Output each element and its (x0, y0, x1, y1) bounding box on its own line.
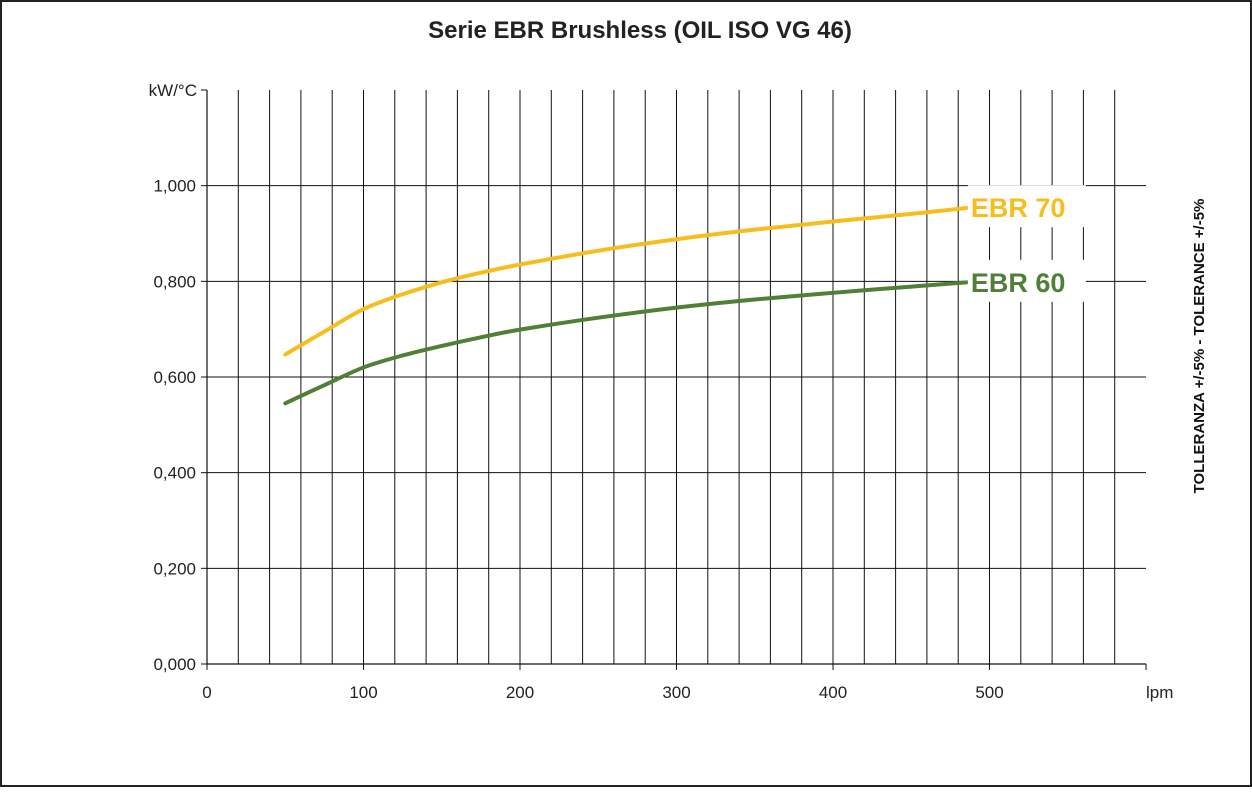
x-tick-label: 300 (662, 683, 690, 702)
grid (207, 90, 1146, 664)
series-label-backdrop (967, 259, 1086, 302)
y-axis-ticks: 0,000 0,200 0,400 0,600 0,800 1,000 (153, 177, 207, 674)
tolerance-note: TOLLERANZA +/-5% - TOLERANCE +/-5% (1191, 199, 1208, 494)
y-tick-label: 0,000 (153, 655, 196, 674)
y-tick-label: 1,000 (153, 177, 196, 196)
x-tick-label: 500 (975, 683, 1003, 702)
series-line-ebr-60 (283, 279, 976, 406)
y-tick-label: 0,200 (153, 559, 196, 578)
series-layer: EBR 70 EBR 60 (283, 185, 1086, 406)
x-tick-label: 0 (202, 683, 211, 702)
y-tick-label: 0,800 (153, 272, 196, 291)
x-axis-ticks: 0 100 200 300 400 500 (202, 664, 1004, 702)
chart-title: Serie EBR Brushless (OIL ISO VG 46) (428, 17, 852, 44)
series-label-ebr-60: EBR 60 (971, 268, 1066, 298)
x-axis-unit: lpm (1146, 683, 1173, 702)
x-tick-label: 400 (819, 683, 847, 702)
y-axis-unit: kW/°C (149, 81, 197, 100)
y-tick-label: 0,400 (153, 464, 196, 483)
series-line-ebr-70 (283, 205, 976, 357)
x-tick-label: 200 (506, 683, 534, 702)
y-tick-label: 0,600 (153, 368, 196, 387)
x-tick-label: 100 (349, 683, 377, 702)
series-label-backdrop (967, 185, 1086, 228)
series-label-ebr-70: EBR 70 (971, 193, 1066, 223)
